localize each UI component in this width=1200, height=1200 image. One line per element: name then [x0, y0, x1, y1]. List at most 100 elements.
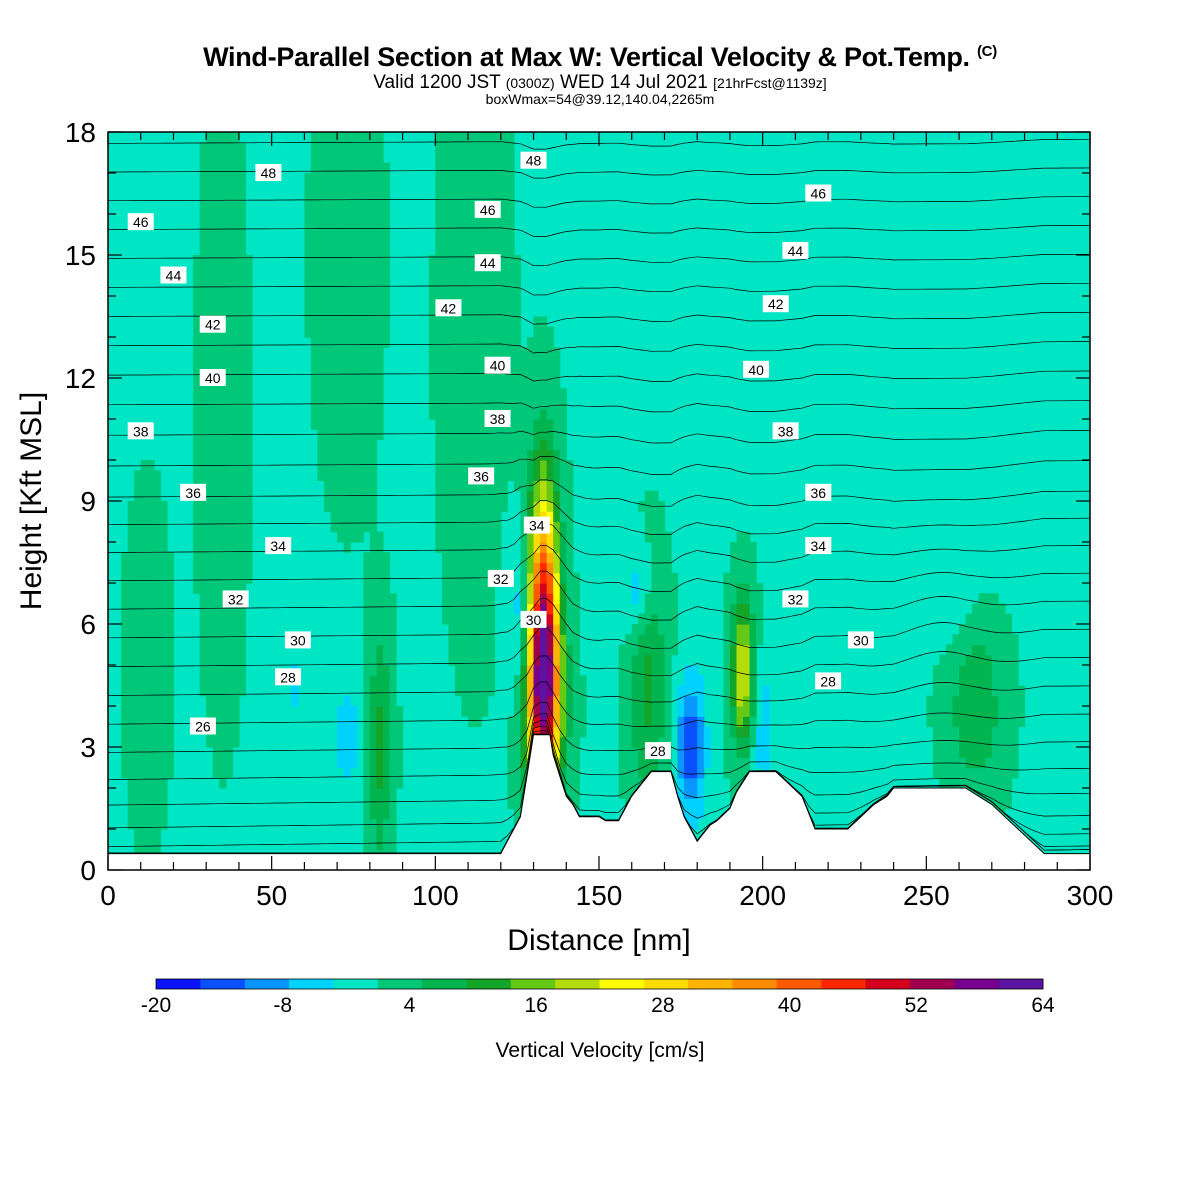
velocity-cell	[526, 460, 535, 471]
velocity-cell	[729, 716, 738, 728]
velocity-cell	[245, 265, 253, 277]
velocity-cell	[199, 624, 207, 635]
velocity-cell	[690, 777, 698, 789]
velocity-cell	[703, 736, 711, 748]
velocity-cell	[140, 726, 148, 738]
velocity-cell	[723, 593, 731, 605]
velocity-cell	[225, 347, 233, 359]
velocity-cell	[382, 234, 391, 246]
velocity-cell	[526, 644, 535, 656]
velocity-cell	[160, 736, 168, 748]
velocity-cell	[743, 675, 751, 687]
colorbar-tick-label: 64	[1031, 994, 1055, 1017]
velocity-cell	[193, 316, 201, 328]
velocity-cell	[651, 593, 659, 605]
velocity-cell	[212, 685, 220, 697]
velocity-cell	[389, 706, 397, 717]
velocity-cell	[317, 316, 325, 328]
velocity-cell	[225, 572, 233, 584]
velocity-cell	[487, 296, 495, 307]
velocity-cell	[363, 788, 371, 799]
velocity-cell	[350, 388, 358, 400]
theta-contour	[108, 111, 1090, 121]
velocity-cell	[206, 695, 214, 707]
velocity-cell	[382, 685, 391, 697]
velocity-cell	[454, 460, 463, 471]
velocity-cell	[134, 726, 142, 738]
velocity-cell	[206, 603, 214, 615]
velocity-cell	[225, 408, 233, 420]
velocity-cell	[350, 408, 358, 420]
velocity-cell	[978, 603, 986, 615]
colorbar-swatch	[377, 979, 423, 989]
velocity-cell	[500, 285, 508, 297]
velocity-cell	[435, 132, 443, 143]
velocity-cell	[369, 511, 378, 523]
velocity-cell	[507, 234, 515, 246]
velocity-cell	[507, 449, 515, 461]
velocity-cell	[461, 603, 469, 615]
velocity-cell	[651, 675, 659, 687]
velocity-cell	[749, 654, 757, 666]
velocity-cell	[540, 480, 548, 492]
velocity-cell	[199, 501, 207, 512]
velocity-cell	[487, 675, 495, 687]
velocity-cell	[945, 736, 954, 748]
velocity-cell	[487, 173, 495, 184]
velocity-cell	[474, 521, 482, 533]
velocity-cell	[376, 777, 384, 789]
velocity-cell	[441, 183, 450, 195]
velocity-cell	[160, 808, 168, 820]
velocity-cell	[553, 378, 561, 389]
velocity-cell	[461, 265, 469, 277]
velocity-cell	[553, 429, 561, 441]
velocity-cell	[245, 480, 253, 492]
velocity-cell	[337, 316, 345, 328]
velocity-cell	[526, 357, 535, 369]
velocity-cell	[513, 388, 522, 400]
velocity-cell	[972, 675, 980, 687]
velocity-cell	[199, 152, 207, 164]
velocity-cell	[147, 490, 155, 502]
velocity-cell	[461, 224, 469, 236]
velocity-cell	[219, 306, 227, 318]
velocity-cell	[520, 593, 528, 605]
velocity-cell	[729, 736, 738, 748]
colorbar-swatch	[599, 979, 645, 989]
velocity-cell	[219, 777, 227, 789]
velocity-cell	[736, 695, 744, 707]
velocity-cell	[461, 511, 469, 523]
velocity-cell	[749, 572, 757, 584]
velocity-cell	[206, 306, 214, 318]
velocity-cell	[206, 265, 214, 277]
velocity-cell	[225, 552, 233, 564]
velocity-cell	[206, 152, 214, 164]
velocity-cell	[448, 357, 456, 369]
velocity-cell	[140, 818, 148, 830]
velocity-cell	[232, 531, 240, 543]
velocity-cell	[520, 654, 528, 666]
velocity-cell	[468, 521, 476, 533]
velocity-cell	[500, 162, 508, 174]
velocity-cell	[657, 716, 666, 728]
velocity-cell	[389, 777, 397, 789]
velocity-cell	[723, 726, 731, 738]
velocity-cell	[736, 572, 744, 584]
velocity-cell	[435, 203, 443, 215]
velocity-cell	[193, 501, 201, 512]
velocity-cell	[566, 562, 574, 574]
velocity-cell	[743, 665, 751, 676]
velocity-cell	[127, 736, 135, 748]
velocity-cell	[959, 644, 967, 656]
velocity-cell	[337, 162, 345, 174]
velocity-cell	[350, 214, 358, 225]
velocity-cell	[369, 695, 378, 707]
velocity-cell	[238, 470, 247, 482]
velocity-cell	[454, 542, 463, 553]
velocity-cell	[389, 634, 397, 646]
velocity-cell	[140, 490, 148, 502]
theta-contour	[108, 681, 1090, 727]
velocity-cell	[1004, 613, 1013, 625]
velocity-cell	[481, 275, 489, 287]
velocity-cell	[690, 685, 698, 697]
